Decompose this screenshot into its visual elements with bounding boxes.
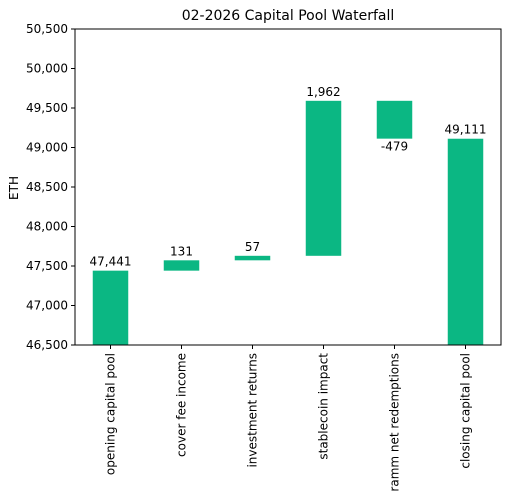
bar-opening-capital-pool xyxy=(92,270,129,345)
bar-ramm-net-redemptions xyxy=(376,100,413,139)
plot-frame xyxy=(74,28,502,346)
y-tick-label: 47,500 xyxy=(26,259,68,273)
data-label-cover-fee-income: 131 xyxy=(170,244,193,258)
data-label-closing-capital-pool: 49,111 xyxy=(445,123,487,137)
x-tick-label: investment returns xyxy=(246,353,260,468)
data-label-ramm-net-redemptions: -479 xyxy=(381,140,408,154)
y-tick-label: 49,500 xyxy=(26,101,68,115)
bar-cover-fee-income xyxy=(163,260,200,271)
x-tick-label: stablecoin impact xyxy=(317,353,331,460)
x-tick-label: opening capital pool xyxy=(104,353,118,475)
x-tick-label: closing capital pool xyxy=(459,353,473,469)
y-tick-label: 48,000 xyxy=(26,220,68,234)
bar-closing-capital-pool xyxy=(447,138,484,345)
y-tick-label: 50,000 xyxy=(26,62,68,76)
bar-investment-returns xyxy=(234,255,271,261)
y-axis-label: ETH xyxy=(7,176,21,200)
bars-layer xyxy=(92,100,484,345)
data-label-opening-capital-pool: 47,441 xyxy=(90,255,132,269)
y-tick-label: 49,000 xyxy=(26,141,68,155)
data-labels-layer: 47,441 131 57 1,962 -479 49,111 xyxy=(90,85,487,269)
x-tick-label: ramm net redemptions xyxy=(388,353,402,492)
x-axis: opening capital pool cover fee income inve… xyxy=(104,345,473,492)
y-tick-label: 46,500 xyxy=(26,338,68,352)
data-label-stablecoin-impact: 1,962 xyxy=(306,85,340,99)
chart-title: 02-2026 Capital Pool Waterfall xyxy=(182,8,395,24)
y-tick-label: 50,500 xyxy=(26,22,68,36)
data-label-investment-returns: 57 xyxy=(245,240,260,254)
bar-stablecoin-impact xyxy=(305,100,342,256)
y-tick-label: 48,500 xyxy=(26,180,68,194)
y-tick-label: 47,000 xyxy=(26,299,68,313)
y-axis: 46,500 47,000 47,500 48,000 48,500 49,000 49,5… xyxy=(26,22,75,352)
x-tick-label: cover fee income xyxy=(175,353,189,457)
